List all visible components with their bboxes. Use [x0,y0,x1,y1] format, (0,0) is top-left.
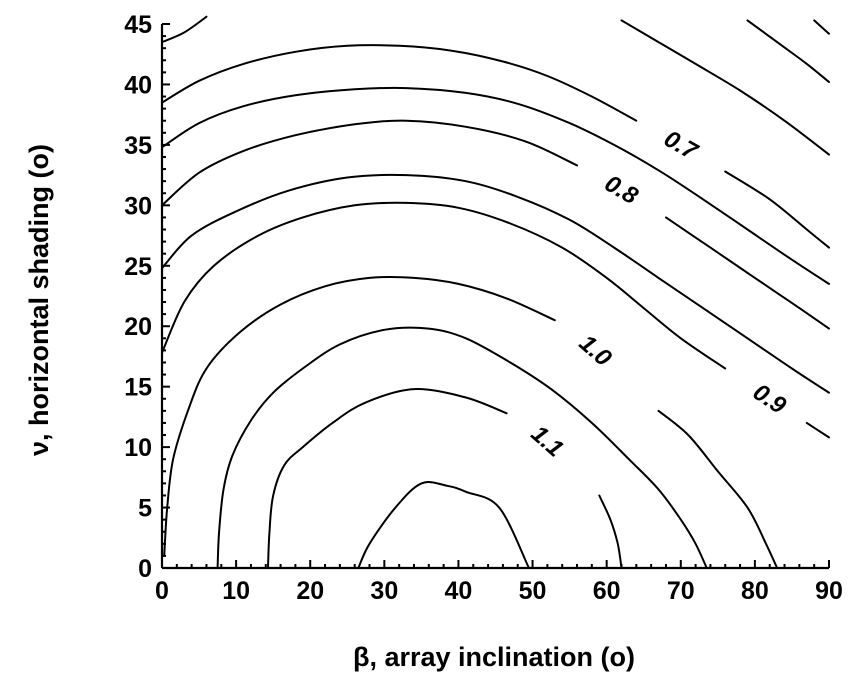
y-tick-label: 0 [138,555,152,583]
y-tick-label: 35 [124,132,152,160]
contour-line-1 [598,494,623,569]
x-tick-label: 30 [370,577,398,605]
contour-line-2 [216,326,708,569]
contour-line-0 [357,481,530,569]
x-tick-label: 0 [155,577,169,605]
x-tick-label: 20 [296,577,324,605]
x-axis-title: β, array inclination (o) [353,642,635,672]
y-tick-label: 25 [124,253,152,281]
x-tick-label: 80 [741,577,769,605]
contour-label: 1.1 [526,420,569,462]
y-tick-label: 20 [124,313,152,341]
y-tick-label: 10 [124,434,152,462]
contour-line-3 [163,276,556,557]
y-axis-title: ν, horizontal shading (o) [24,144,54,456]
contour-label: 0.9 [748,379,791,420]
x-tick-label: 10 [222,577,250,605]
contour-line-6 [665,216,830,330]
contour-line-8 [724,170,830,249]
contour-line-12 [813,19,830,35]
y-tick-label: 40 [124,71,152,99]
contour-line-10 [620,19,830,156]
contour-line-4 [161,201,727,370]
contour-line-4 [805,421,830,439]
contour-label: 1.0 [574,330,617,373]
contour-label: 0.7 [659,125,703,166]
x-tick-label: 40 [445,577,473,605]
y-tick-label: 30 [124,192,152,220]
x-tick-label: 50 [519,577,547,605]
contour-line-9 [161,15,208,44]
x-tick-label: 70 [667,577,695,605]
contour-line-7 [161,86,830,285]
y-tick-label: 15 [124,374,152,402]
x-tick-label: 60 [593,577,621,605]
contour-line-11 [746,19,830,83]
x-tick-labels: 0 10 20 30 40 50 60 70 80 90 [155,577,843,605]
y-tick-label: 5 [138,495,152,523]
contour-line-1 [267,388,508,569]
y-tick-label: 45 [124,11,152,39]
contour-lines [161,15,830,569]
axes [160,23,830,570]
contour-label: 0.8 [600,170,643,210]
contour-line-8 [161,44,638,122]
contour-line-3 [657,409,779,569]
y-tick-labels: 0 5 10 15 20 25 30 35 40 45 [124,11,152,583]
x-tick-label: 90 [815,577,843,605]
contour-line-6 [161,119,578,207]
contour-line-5 [161,173,830,394]
